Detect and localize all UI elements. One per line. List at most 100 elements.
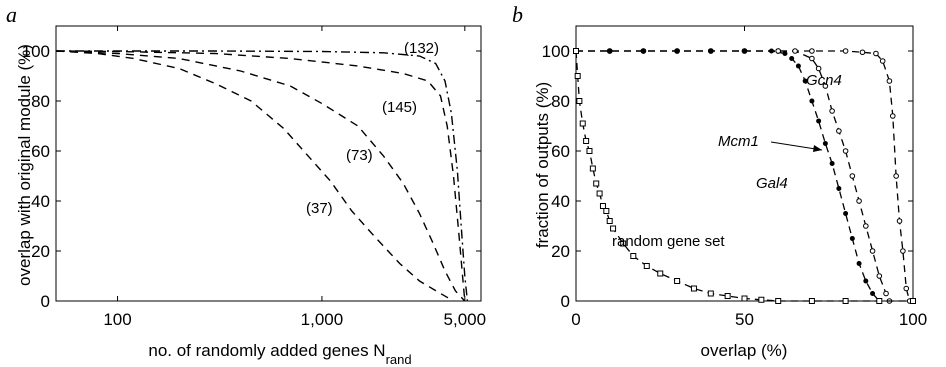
- data-point-random: [599, 203, 606, 209]
- y-tick-label: 0: [561, 292, 570, 311]
- data-point-random: [606, 218, 613, 224]
- series-a: [55, 50, 469, 302]
- data-point-random: [808, 298, 815, 304]
- panel-a: a 0 20 40 60 80 100 100 1,000 5,000 overlap wit…: [6, 2, 486, 367]
- data-point-gal4: [870, 291, 876, 296]
- x-tick-label: 50: [735, 310, 754, 329]
- data-point-random: [690, 285, 697, 292]
- data-point-random: [910, 298, 916, 304]
- data-point-mcm1: [876, 273, 883, 279]
- y-tick-label: 20: [551, 242, 570, 261]
- data-point-gal4: [849, 236, 855, 241]
- data-point-mcm1: [863, 223, 869, 229]
- data-point-mcm1: [836, 128, 842, 134]
- y-tick-label: 80: [551, 92, 570, 111]
- data-point-gcn4: [893, 173, 899, 179]
- data-point-random: [620, 240, 627, 247]
- y-ticks-a: 0 20 40 60 80 100: [22, 42, 481, 311]
- data-point-gal4: [607, 48, 613, 54]
- y-axis-label-a: overlap with original module (%): [15, 44, 34, 286]
- data-point-random: [674, 278, 681, 284]
- y-tick-label: 0: [41, 292, 50, 311]
- data-point-gal4: [802, 78, 808, 84]
- series-line-a-2: [55, 50, 466, 302]
- panel-b: b 0 20 40 60 80 100 0 50 100 fraction of output…: [512, 2, 927, 360]
- annotation-gal4: Gal4: [756, 175, 788, 192]
- data-point-random: [707, 290, 714, 297]
- annotation-37: (37): [306, 200, 333, 217]
- data-point-gcn4: [842, 48, 849, 54]
- data-point-random: [724, 293, 731, 299]
- data-point-random: [758, 296, 765, 303]
- data-point-gcn4: [886, 78, 893, 84]
- series-line-b-3: [575, 50, 913, 302]
- data-point-gal4: [836, 186, 842, 191]
- data-point-random: [643, 263, 650, 269]
- data-point-random: [630, 253, 637, 259]
- data-point-random: [574, 73, 581, 79]
- x-tick-label: 100: [103, 310, 131, 329]
- data-point-mcm1: [842, 148, 849, 154]
- x-axis-label-a-main: no. of randomly added genes N: [148, 341, 385, 360]
- data-point-gcn4: [896, 218, 903, 224]
- y-tick-label: 80: [31, 92, 50, 111]
- series-line-a-3: [55, 50, 454, 302]
- data-point-gcn4: [873, 50, 879, 57]
- x-tick-label: 100: [899, 310, 927, 329]
- y-ticks-b: 0 20 40 60 80 100: [542, 42, 913, 311]
- data-point-mcm1: [809, 55, 815, 62]
- data-point-mcm1: [883, 290, 889, 297]
- data-point-mcm1: [829, 108, 835, 114]
- series-line-a-0: [56, 50, 469, 302]
- panel-label-a: a: [6, 2, 17, 27]
- data-point-gal4: [789, 56, 795, 61]
- series-b: [573, 48, 916, 304]
- y-tick-label: 40: [551, 192, 570, 211]
- data-point-random: [603, 208, 610, 214]
- data-point-mcm1: [869, 248, 876, 254]
- x-tick-label: 5,000: [444, 310, 487, 329]
- data-point-random: [579, 120, 586, 127]
- data-point-mcm1: [856, 198, 862, 204]
- annotation-mcm1: Mcm1: [718, 133, 759, 150]
- data-point-gal4: [822, 141, 828, 146]
- data-point-random: [657, 270, 664, 277]
- data-point-random: [610, 225, 617, 232]
- data-point-random: [576, 98, 583, 104]
- data-point-gal4: [708, 48, 714, 54]
- data-point-gal4: [829, 161, 835, 166]
- x-tick-label: 1,000: [301, 310, 344, 329]
- data-point-random: [741, 295, 748, 302]
- data-point-gal4: [809, 98, 815, 104]
- x-axis-label-a-sub: rand: [386, 352, 412, 367]
- data-point-gcn4: [859, 49, 866, 56]
- data-point-gal4: [768, 48, 774, 54]
- data-point-random: [775, 298, 782, 304]
- series-line-b-2: [576, 50, 880, 302]
- data-point-gcn4: [809, 48, 815, 54]
- mcm1-pointer-arrowhead: [813, 145, 822, 152]
- data-point-gal4: [640, 48, 646, 54]
- annotation-145: (145): [382, 99, 417, 116]
- data-point-random: [593, 180, 600, 187]
- y-tick-label: 100: [542, 42, 570, 61]
- data-point-gal4: [856, 261, 862, 266]
- data-point-gal4: [674, 48, 680, 54]
- data-point-random: [583, 138, 590, 144]
- x-ticks-a: 100 1,000 5,000: [103, 26, 486, 329]
- annotation-random-gene-set: random gene set: [612, 233, 725, 250]
- y-tick-label: 20: [31, 242, 50, 261]
- data-point-mcm1: [775, 48, 782, 54]
- series-line-b-1: [576, 50, 890, 302]
- y-tick-label: 60: [31, 142, 50, 161]
- series-line-b-0: [576, 50, 913, 302]
- data-point-gcn4: [903, 285, 910, 292]
- x-tick-label: 0: [571, 310, 580, 329]
- annotation-gcn4: Gcn4: [806, 72, 842, 89]
- panel-label-b: b: [512, 2, 523, 27]
- y-tick-label: 60: [551, 142, 570, 161]
- data-point-mcm1: [792, 48, 798, 54]
- x-ticks-b: 0 50 100: [571, 26, 927, 329]
- data-point-random: [842, 298, 849, 304]
- data-point-mcm1: [822, 83, 829, 89]
